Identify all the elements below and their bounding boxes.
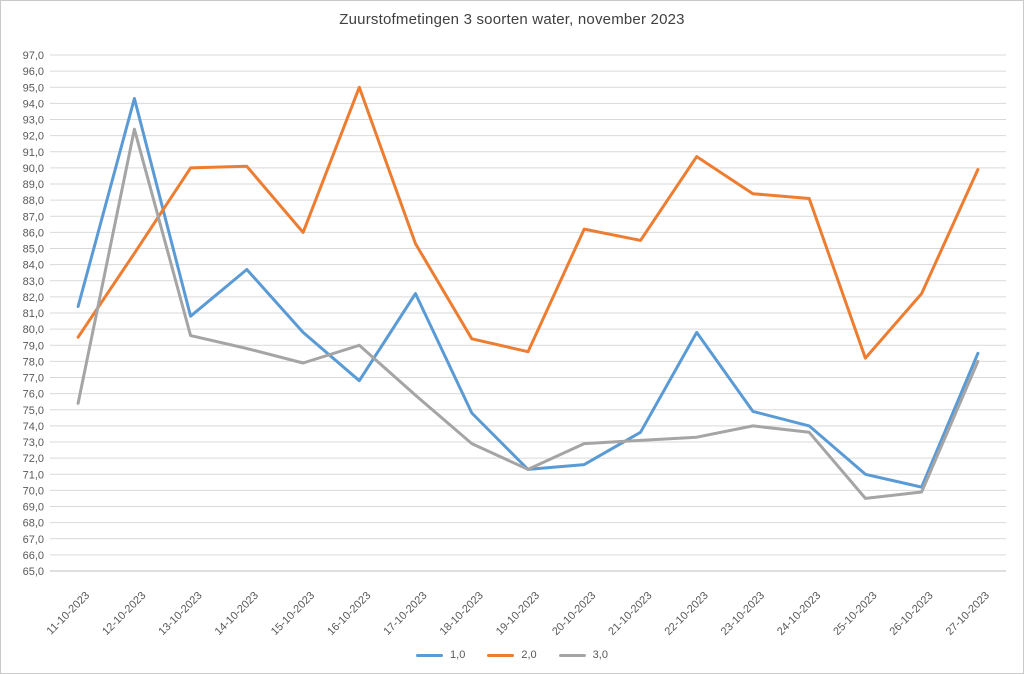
x-tick-label: 15-10-2023: [269, 590, 317, 638]
legend-line-swatch-series-3: [558, 653, 586, 657]
y-tick-label: 97,0: [23, 50, 44, 62]
x-tick-label: 23-10-2023: [719, 590, 767, 638]
y-tick-label: 74,0: [23, 421, 44, 433]
y-tick-label: 83,0: [23, 276, 44, 288]
y-tick-label: 69,0: [23, 502, 44, 514]
legend-label-series-1: 1,0: [450, 649, 466, 661]
x-tick-label: 24-10-2023: [775, 590, 823, 638]
legend-line-swatch-series-1: [416, 653, 444, 657]
y-tick-label: 67,0: [23, 534, 44, 546]
series-line-2[interactable]: [76, 85, 980, 360]
legend-item-series-3[interactable]: 3,0: [558, 649, 608, 661]
x-tick-label: 19-10-2023: [494, 590, 542, 638]
x-tick-label: 25-10-2023: [831, 590, 879, 638]
x-tick-label: 22-10-2023: [663, 590, 711, 638]
y-tick-label: 66,0: [23, 550, 44, 562]
y-tick-label: 85,0: [23, 244, 44, 256]
y-tick-label: 65,0: [23, 566, 44, 578]
y-tick-label: 76,0: [23, 389, 44, 401]
y-tick-label: 82,0: [23, 292, 44, 304]
y-tick-label: 70,0: [23, 485, 44, 497]
y-tick-label: 91,0: [23, 147, 44, 159]
y-tick-label: 94,0: [23, 98, 44, 110]
y-tick-label: 77,0: [23, 373, 44, 385]
x-tick-label: 20-10-2023: [550, 590, 598, 638]
y-tick-label: 78,0: [23, 356, 44, 368]
x-tick-label: 18-10-2023: [438, 590, 486, 638]
y-tick-label: 92,0: [23, 131, 44, 143]
y-tick-label: 72,0: [23, 453, 44, 465]
series-line-3[interactable]: [76, 127, 980, 500]
y-tick-label: 95,0: [23, 82, 44, 94]
y-tick-label: 79,0: [23, 340, 44, 352]
y-tick-label: 84,0: [23, 260, 44, 272]
y-tick-label: 87,0: [23, 211, 44, 223]
chart-legend: 1,0 2,0 3,0: [1, 649, 1023, 661]
legend-line-swatch-series-2: [487, 653, 515, 657]
chart-title: Zuurstofmetingen 3 soorten water, novemb…: [339, 11, 685, 28]
y-tick-label: 96,0: [23, 66, 44, 78]
y-tick-label: 88,0: [23, 195, 44, 207]
x-tick-label: 17-10-2023: [381, 590, 429, 638]
x-tick-label: 27-10-2023: [944, 590, 992, 638]
x-tick-label: 16-10-2023: [325, 590, 373, 638]
y-tick-label: 68,0: [23, 518, 44, 530]
legend-item-series-1[interactable]: 1,0: [416, 649, 465, 661]
y-tick-label: 89,0: [23, 179, 44, 191]
y-tick-label: 71,0: [23, 469, 44, 481]
legend-label-series-2: 2,0: [521, 649, 537, 661]
y-tick-label: 80,0: [23, 324, 44, 336]
legend-label-series-3: 3,0: [592, 649, 608, 661]
y-tick-label: 93,0: [23, 115, 44, 127]
y-tick-label: 73,0: [23, 437, 44, 449]
x-tick-label: 21-10-2023: [606, 590, 654, 638]
y-tick-label: 81,0: [23, 308, 44, 320]
legend-item-series-2[interactable]: 2,0: [487, 649, 537, 661]
y-tick-label: 75,0: [23, 405, 44, 417]
x-tick-label: 12-10-2023: [100, 590, 148, 638]
x-tick-label: 13-10-2023: [156, 590, 204, 638]
x-tick-label: 11-10-2023: [45, 590, 93, 638]
x-tick-label: 26-10-2023: [887, 590, 935, 638]
y-tick-label: 90,0: [23, 163, 44, 175]
y-tick-label: 86,0: [23, 227, 44, 239]
x-tick-label: 14-10-2023: [213, 590, 261, 638]
